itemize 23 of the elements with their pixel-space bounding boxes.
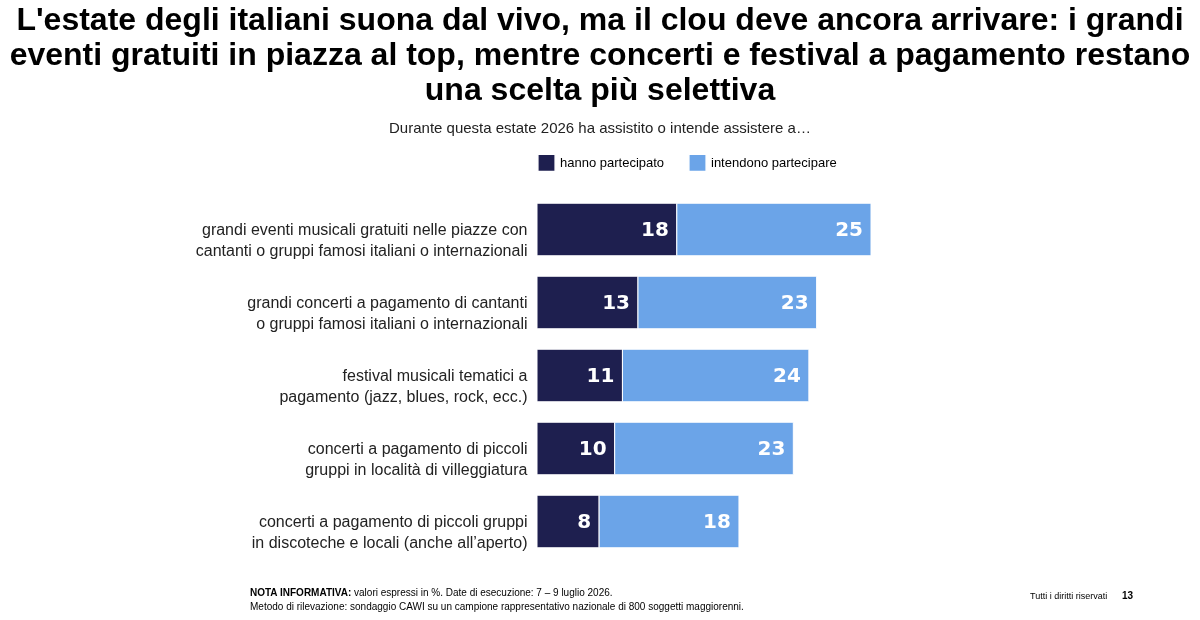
text: Tutti i diritti riservati [1030, 591, 1108, 601]
y-tick-label: grandi eventi musicali gratuiti nelle piazze con cantanti o gruppi famosi italiani o internazionali [195, 220, 528, 259]
legend-label: intendono partecipare [711, 154, 837, 170]
data-label: 18 [640, 216, 669, 241]
data-label: 10 [578, 435, 607, 460]
data-label: 23 [757, 435, 786, 460]
data-label: 11 [586, 362, 615, 387]
y-tick-label: concerti a pagamento di piccoli gruppi in località di villeggiatura [305, 439, 528, 478]
legend-label: hanno partecipato [560, 154, 665, 170]
data-label: 18 [703, 508, 731, 533]
text: NOTA INFORMATIVA: valori espressi in %. Date di esecuzione: 7 – 9 luglio 2026. [250, 587, 613, 598]
chart-subtitle: Durante questa estate 2026 ha assistito o intende assistere a… [388, 119, 812, 136]
data-label: 24 [773, 362, 801, 387]
y-tick-label: festival musicali tematici a pagamento (jazz, blues, rock, ecc.) [279, 366, 528, 405]
y-tick-label: grandi concerti a pagamento di cantanti o gruppi famosi italiani o internazionali [247, 293, 528, 332]
data-label: 13 [602, 289, 630, 314]
text: Metodo di rilevazione: sondaggio CAWI su un campione rappresentativo nazionale di 800 soggetti maggiorenni. [250, 601, 744, 612]
data-label: 25 [835, 216, 863, 241]
text: 13 [1122, 590, 1134, 601]
data-label: 8 [577, 508, 592, 533]
y-tick-label: concerti a pagamento di piccoli gruppi in discoteche e locali (anche all’aperto) [251, 512, 528, 551]
data-label: 23 [780, 289, 809, 314]
chart-title: L'estate degli italiani suona dal vivo, ma il clou deve ancora arrivare: i grandi eventi gratuiti in piazza al top, mentre concerti e festival a pagamento restano una scelta più selettiva [8, 1, 1192, 107]
